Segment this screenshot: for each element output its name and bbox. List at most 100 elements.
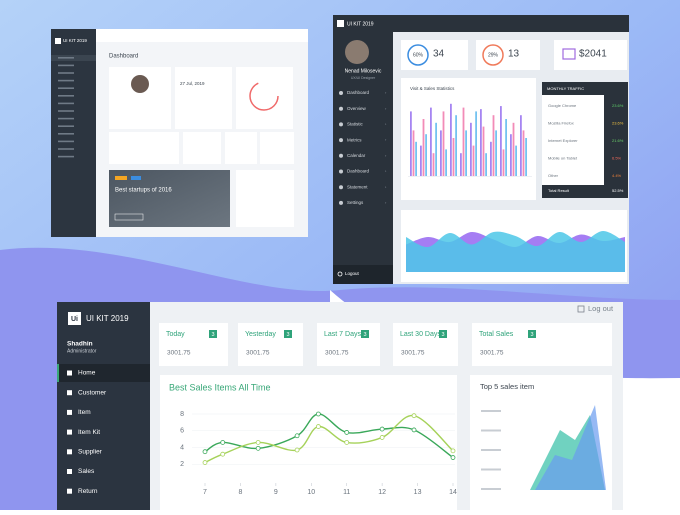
menu-icon [67, 390, 72, 396]
traffic-value: 23.6% [612, 103, 624, 108]
bar [435, 122, 437, 176]
date-card [175, 67, 232, 129]
y-tick-label: 6 [180, 428, 184, 435]
traffic-name: Google Chrome [548, 103, 577, 108]
point [255, 445, 261, 451]
traffic-name: Other [548, 173, 559, 178]
menu-active [57, 364, 150, 382]
stat-ring [482, 44, 504, 66]
bar [485, 153, 487, 176]
x-tick-label: 8 [238, 489, 242, 496]
user-role: Administrator [67, 348, 97, 354]
bar [455, 115, 457, 176]
stat-percent: 29% [488, 52, 499, 58]
bar [522, 130, 525, 176]
brand: UI KIT 2019 [63, 38, 87, 43]
card-label: Yesterday [245, 331, 276, 338]
card-label: Last 7 Days [324, 331, 361, 338]
badge [284, 330, 292, 338]
bar [500, 106, 502, 176]
menu-item[interactable]: Supplier [78, 449, 103, 456]
menu-icon [67, 429, 72, 435]
bar [422, 119, 425, 176]
chart-card [401, 78, 536, 200]
point [450, 448, 456, 454]
sidebar [57, 302, 150, 510]
menu-icon [67, 370, 72, 376]
menu-icon [339, 138, 343, 143]
menu-chevron: › [385, 137, 387, 142]
logout[interactable]: Logout [345, 271, 360, 276]
axis-label-stub [481, 410, 501, 412]
logo [337, 20, 344, 27]
bar [410, 111, 412, 176]
bar [490, 141, 492, 176]
point [411, 413, 417, 419]
menu-item[interactable]: Home [78, 370, 96, 377]
axis-label-stub [481, 468, 501, 471]
menu-item[interactable]: Calendar [347, 153, 366, 158]
x-tick-label: 14 [449, 489, 457, 496]
menu-item[interactable]: Settings [347, 200, 364, 205]
x-tick-label: 10 [307, 489, 315, 496]
stat-card [476, 40, 540, 70]
axis-label-stub [481, 449, 501, 451]
menu-item[interactable]: Item Kit [78, 429, 100, 436]
menu-item[interactable]: Statement [347, 184, 368, 189]
traffic-name: Mozilla Firefox [548, 121, 574, 126]
menu-chevron: › [385, 106, 387, 111]
chart-title: Visit & Sales Statistics [410, 86, 455, 91]
badge [209, 330, 217, 338]
nav-item [58, 110, 74, 112]
menu-item[interactable]: Customer [78, 389, 107, 396]
menu-icon [67, 409, 72, 415]
point [255, 440, 261, 445]
bar [480, 109, 482, 176]
menu-item[interactable]: Overview [347, 106, 367, 111]
bar [520, 115, 522, 176]
menu-item[interactable]: Statistic [347, 122, 364, 127]
menu-item[interactable]: Dashboard [347, 90, 370, 95]
menu-item[interactable]: Metrics [347, 137, 362, 142]
axis-label-stub [481, 429, 501, 432]
badge [361, 330, 369, 338]
menu-item[interactable]: Item [78, 409, 91, 416]
nav-item [58, 64, 74, 67]
menu-item[interactable]: Return [78, 488, 98, 495]
badge-text: 3 [363, 332, 366, 338]
card-value: 3001.75 [480, 350, 504, 357]
stat-card [472, 323, 612, 366]
logout[interactable]: Log out [588, 304, 614, 313]
point [294, 447, 300, 453]
y-tick-label: 8 [180, 411, 184, 418]
nav-item [58, 155, 74, 158]
page-title: Dashboard [109, 54, 138, 60]
axis-label-stub [481, 488, 501, 490]
traffic-name: Internet Explorer [548, 138, 578, 143]
traffic-value: 6.5% [612, 156, 622, 161]
menu-item[interactable]: Dashboard [347, 169, 370, 174]
point [202, 449, 208, 455]
bar [525, 138, 527, 176]
bar [472, 145, 475, 176]
menu-accent [57, 364, 59, 382]
menu-item[interactable]: Sales [78, 468, 95, 475]
brand: UI KIT 2019 [347, 21, 374, 27]
logo [68, 312, 81, 325]
menu-icon [339, 122, 343, 127]
bar [512, 122, 515, 176]
date: 27 Jul, 2019 [180, 81, 205, 86]
badge [528, 330, 536, 338]
nav-item [58, 117, 74, 120]
nav-item [58, 87, 74, 89]
stat-card [401, 40, 468, 70]
stat-icon [562, 48, 576, 60]
stat-ring [407, 44, 429, 66]
point [344, 430, 350, 435]
point [315, 424, 321, 429]
avatar [345, 40, 369, 64]
article-card [236, 170, 294, 227]
card-value: 3001.75 [401, 350, 425, 357]
